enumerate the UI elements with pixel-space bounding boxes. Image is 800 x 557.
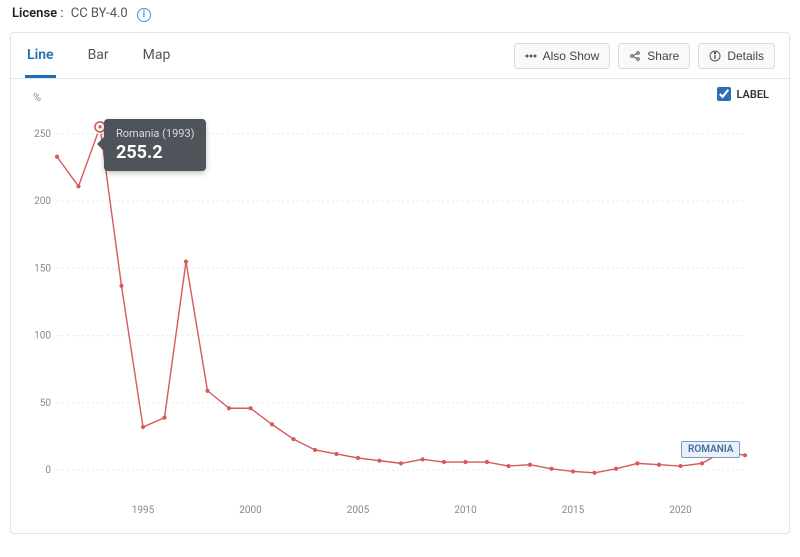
- share-button[interactable]: Share: [618, 43, 690, 69]
- share-icon: [629, 50, 641, 62]
- line-chart[interactable]: 0 50 100 150 200 250 1995 2000 2005 2010 2015 2020: [25, 89, 755, 519]
- svg-text:2005: 2005: [347, 505, 370, 516]
- svg-text:2000: 2000: [239, 505, 262, 516]
- svg-text:200: 200: [34, 196, 51, 207]
- svg-text:150: 150: [34, 263, 51, 274]
- tab-bar[interactable]: Bar: [86, 33, 111, 78]
- license-label: License: [12, 6, 57, 21]
- info-icon[interactable]: i: [137, 8, 151, 22]
- y-axis-unit: %: [33, 91, 41, 104]
- tabs: Line Bar Map: [25, 33, 172, 78]
- svg-text:2010: 2010: [454, 505, 477, 516]
- series-badge[interactable]: ROMANIA: [681, 441, 740, 458]
- chart-area: % LABEL 0 50 100 150 200 250 1995 2000 2005 2010 2…: [11, 79, 789, 533]
- svg-text:2015: 2015: [562, 505, 585, 516]
- svg-text:2020: 2020: [669, 505, 692, 516]
- action-buttons: Also Show Share Details: [514, 43, 775, 69]
- tab-line[interactable]: Line: [25, 33, 56, 78]
- details-icon: [709, 50, 721, 62]
- also-show-button[interactable]: Also Show: [514, 43, 611, 69]
- svg-text:250: 250: [34, 129, 51, 140]
- label-checkbox[interactable]: [717, 87, 731, 101]
- svg-text:0: 0: [45, 465, 51, 476]
- license-bar: License : CC BY-4.0 i: [0, 0, 800, 28]
- svg-text:100: 100: [34, 331, 51, 342]
- svg-text:1995: 1995: [132, 505, 155, 516]
- toolbar: Line Bar Map Also Show Share Details: [11, 33, 789, 79]
- license-value: CC BY-4.0: [71, 6, 128, 21]
- label-toggle[interactable]: LABEL: [717, 87, 769, 101]
- more-icon: [525, 50, 537, 62]
- details-button[interactable]: Details: [698, 43, 775, 69]
- chart-card: Line Bar Map Also Show Share Details % LAB…: [10, 32, 790, 534]
- svg-text:50: 50: [40, 398, 52, 409]
- tab-map[interactable]: Map: [141, 33, 173, 78]
